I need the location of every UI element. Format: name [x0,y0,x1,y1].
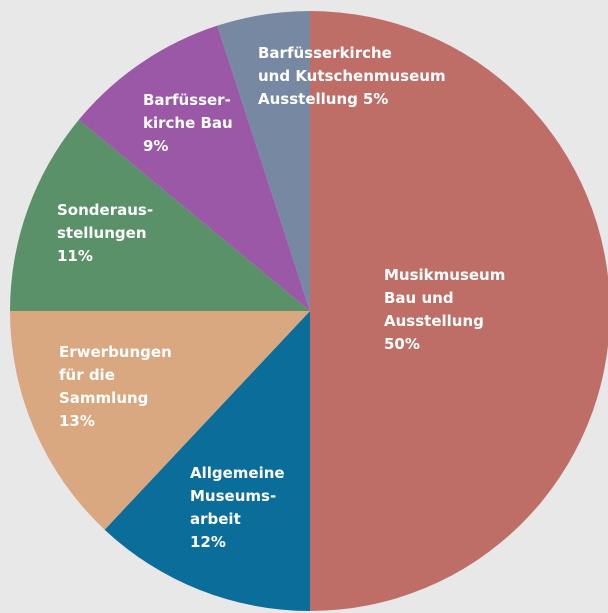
label-line: Sammlung [59,389,148,407]
label-line: Barfüsser- [143,91,231,109]
pie-slice [104,311,311,611]
label-line: für die [59,366,115,384]
label-line: Ausstellung [384,312,484,330]
value-label: 9% [143,137,168,155]
slice-label: Erwerbungen für die Sammlung 13% [59,343,172,430]
label-line: Erwerbungen [59,343,172,361]
label-line: stellungen [57,224,147,242]
value-label: 5% [363,90,388,108]
pie-slice [10,119,310,312]
slice-label: Barfüsserkirche und Kutschenmuseum Ausstel… [258,44,446,108]
label-line: Bau und [384,289,454,307]
label-line: Musikmuseum [384,266,505,284]
value-label: 50% [384,335,420,353]
label-line: Sonderaus- [57,201,153,219]
value-label: 11% [57,247,93,265]
value-label: 12% [190,533,226,551]
slice-label: Barfüsser-kirche Bau 9% [143,91,233,155]
label-line: Allgemeine [190,464,285,482]
pie-slice [10,311,310,530]
label-line: Barfüsserkirche [258,44,392,62]
pie-slice [217,11,310,311]
slice-label: Musikmuseum Bau und Ausstellung 50% [384,266,505,353]
label-line: Ausstellung [258,90,358,108]
slice-label: Sonderaus-stellungen 11% [57,201,153,265]
label-line: Museums- [190,487,276,505]
slice-label: Allgemeine Museums-arbeit 12% [190,464,285,551]
pie-slice [78,25,310,311]
label-line: arbeit [190,510,241,528]
pie-slice [310,11,608,611]
label-line: kirche Bau [143,114,233,132]
label-line: und Kutschenmuseum [258,67,446,85]
value-label: 13% [59,412,95,430]
